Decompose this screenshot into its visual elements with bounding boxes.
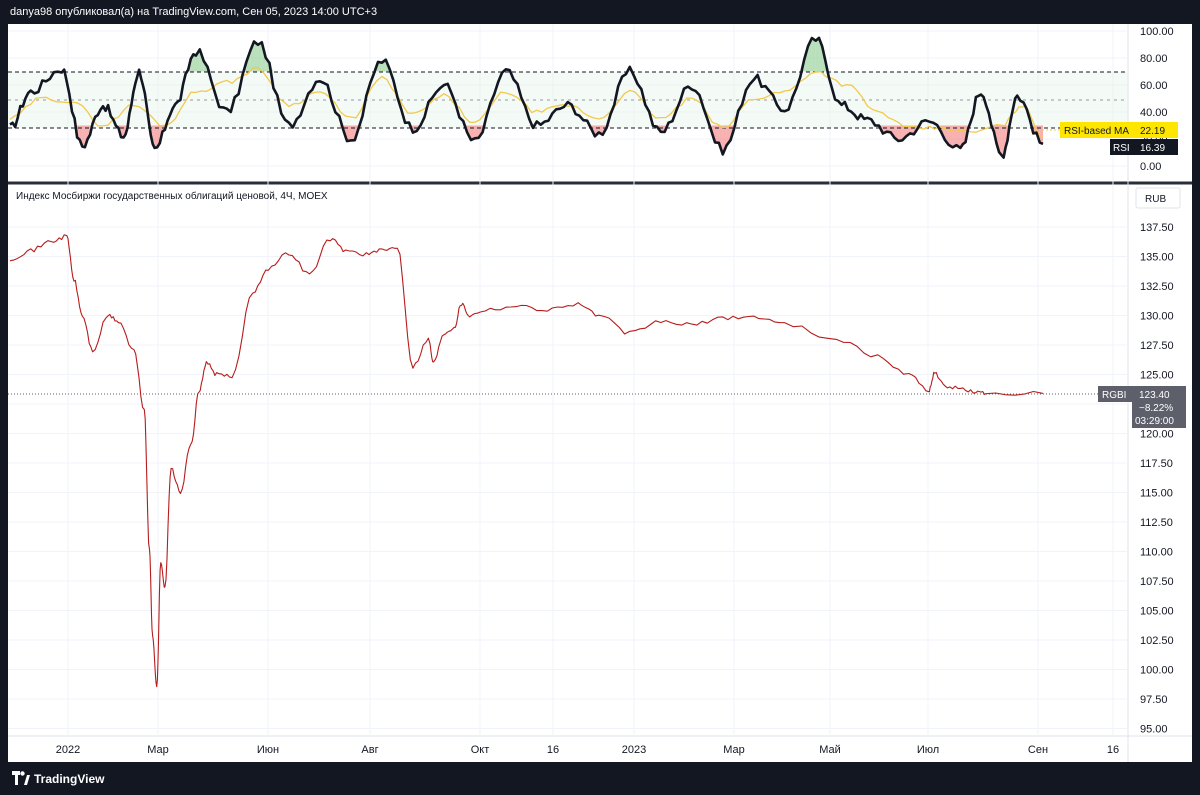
price-tick-label: 132.50	[1140, 281, 1174, 293]
rsi-value-box	[1134, 139, 1178, 155]
time-tick-label: 16	[1107, 744, 1119, 756]
price-tick-label: 135.00	[1140, 252, 1174, 264]
bar-countdown: 03:29:00	[1135, 416, 1174, 427]
time-tick-label: Сен	[1028, 744, 1048, 756]
rsi-overbought-fill	[815, 37, 819, 72]
price-tick-label: 127.50	[1140, 340, 1174, 352]
rsi-tick-label: 60.00	[1140, 80, 1168, 92]
price-line[interactable]	[9, 234, 1044, 688]
time-tick-label: 16	[547, 744, 559, 756]
rsi-oversold-fill	[715, 125, 719, 143]
rsi-oversold-fill	[999, 125, 1002, 156]
price-tick-label: 117.50	[1140, 458, 1173, 470]
time-tick-label: Июл	[917, 744, 939, 756]
rsi-oversold-fill	[660, 125, 665, 132]
symbol-label-box	[1098, 386, 1132, 402]
rsi-oversold-fill	[898, 125, 903, 142]
price-change-value: −8.22%	[1139, 403, 1173, 414]
rsi-label-box	[1110, 139, 1134, 155]
rsi-ma-value: 22.19	[1140, 126, 1165, 137]
time-tick-label: Окт	[471, 744, 490, 756]
time-tick-label: Мар	[147, 744, 169, 756]
symbol-label: RGBI	[1102, 390, 1126, 401]
rsi-tick-label: 0.00	[1140, 161, 1161, 173]
price-grid	[8, 24, 1128, 736]
price-tick-label: 102.50	[1140, 635, 1174, 647]
rsi-ma-label-box	[1060, 122, 1134, 138]
rsi-oversold-fill	[347, 125, 351, 142]
time-tick-label: 2023	[622, 744, 646, 756]
price-panel-title: Индекс Мосбиржи государственных облигаци…	[16, 190, 328, 202]
rsi-oversold-fill	[1001, 125, 1004, 158]
footer-bar: TradingView	[0, 762, 1200, 795]
rsi-oversold-fill	[960, 125, 963, 148]
rsi-oversold-fill	[470, 125, 475, 141]
time-tick-label: Май	[819, 744, 841, 756]
rsi-oversold-fill	[952, 125, 957, 148]
rsi-oversold-fill	[154, 125, 158, 148]
price-tick-label: 130.00	[1140, 311, 1174, 323]
price-tick-label: 100.00	[1140, 665, 1174, 677]
rsi-oversold-fill	[82, 125, 85, 148]
currency-button[interactable]	[1135, 187, 1181, 209]
rsi-tick-label: 100.00	[1140, 26, 1174, 38]
price-tick-label: 137.50	[1140, 222, 1174, 234]
rsi-ma-value-box	[1134, 122, 1178, 138]
last-price-value: 123.40	[1139, 390, 1170, 401]
price-tick-label: 97.50	[1140, 694, 1168, 706]
rsi-tick-label: 80.00	[1140, 53, 1168, 65]
time-tick-label: Мар	[723, 744, 745, 756]
header-bar: danya98 опубликовал(а) на TradingView.co…	[0, 0, 1200, 24]
rsi-overbought-fill	[378, 61, 382, 72]
price-tick-label: 112.50	[1140, 517, 1173, 529]
currency-label[interactable]: RUB	[1145, 194, 1166, 205]
rsi-line[interactable]	[9, 36, 1044, 159]
price-tick-label: 95.00	[1140, 724, 1168, 736]
rsi-label: RSI	[1113, 143, 1130, 154]
price-tick-label: 107.50	[1140, 576, 1174, 588]
last-price-box	[1132, 386, 1186, 428]
rsi-oversold-fill	[474, 125, 479, 139]
rsi-tick-label: 40.00	[1140, 107, 1168, 119]
rsi-oversold-fill	[718, 125, 723, 155]
rsi-ma-line[interactable]	[9, 66, 1044, 137]
rsi-overbought-fill	[254, 41, 258, 72]
time-tick-label: 2022	[56, 744, 80, 756]
tradingview-brand[interactable]: TradingView	[34, 772, 105, 786]
rsi-overbought-fill	[257, 42, 262, 72]
price-axis[interactable]: 137.50135.00132.50130.00127.50125.00122.…	[1140, 222, 1174, 736]
price-tick-label: 120.00	[1140, 429, 1174, 441]
price-tick-label: 125.00	[1140, 370, 1174, 382]
tradingview-logo-icon[interactable]	[12, 771, 30, 785]
time-tick-label: Июн	[257, 744, 279, 756]
time-tick-label: Авг	[361, 744, 378, 756]
rsi-overbought-fill	[193, 54, 196, 72]
price-tick-label: 105.00	[1140, 606, 1174, 618]
price-tick-label: 115.00	[1140, 488, 1173, 500]
time-axis[interactable]: 2022 Мар Июн Авг Окт 16 2023 Мар Май Июл Сен 16	[56, 744, 1119, 756]
rsi-oversold-fill	[350, 125, 355, 141]
rsi-value: 16.39	[1140, 143, 1165, 154]
price-tick-label: 110.00	[1140, 547, 1173, 559]
rsi-ma-label: RSI-based MA	[1064, 126, 1129, 137]
publish-info: danya98 опубликовал(а) на TradingView.co…	[10, 6, 378, 18]
rsi-overbought-fill	[811, 38, 816, 72]
